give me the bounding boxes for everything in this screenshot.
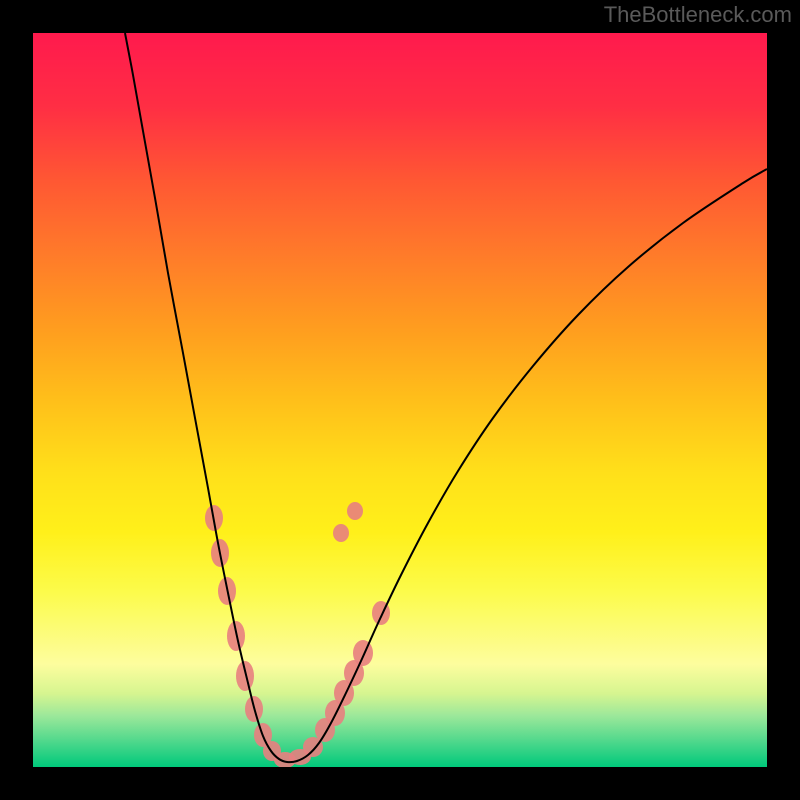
data-marker xyxy=(333,524,349,542)
plot-area xyxy=(33,33,767,767)
data-markers xyxy=(205,502,390,767)
data-marker xyxy=(347,502,363,520)
chart-svg xyxy=(33,33,767,767)
data-marker xyxy=(236,661,254,691)
watermark: TheBottleneck.com xyxy=(604,2,792,28)
data-marker xyxy=(353,640,373,666)
v-curve xyxy=(125,33,767,762)
